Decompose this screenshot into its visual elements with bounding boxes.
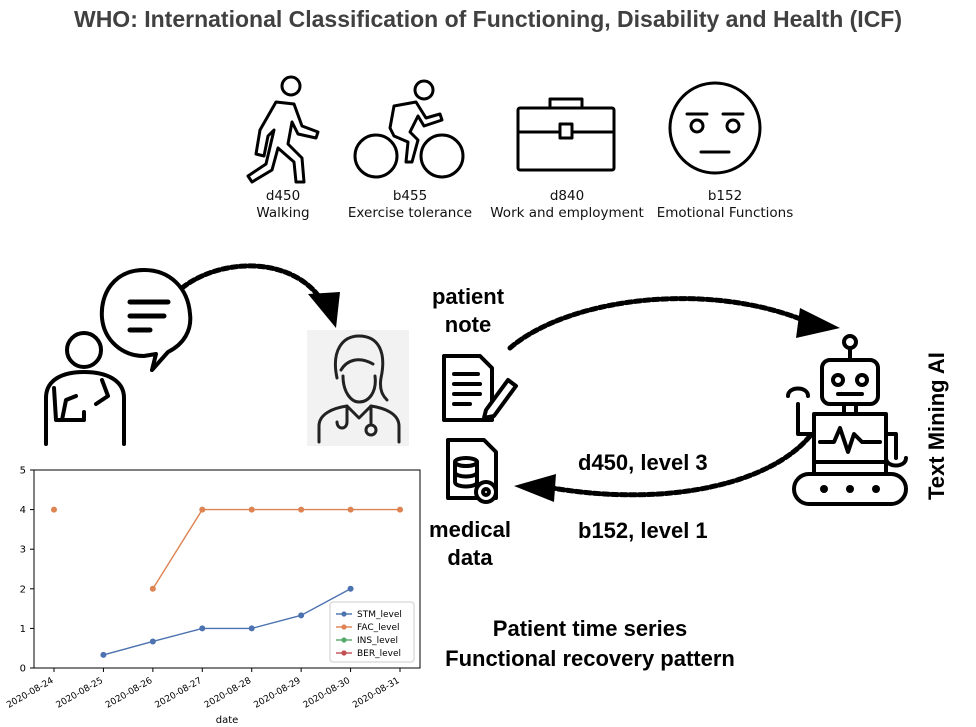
text-mining-ai-label: Text Mining AI bbox=[924, 352, 949, 500]
annotation-b152: b152, level 1 bbox=[578, 518, 708, 543]
data-point-FAC_level bbox=[248, 506, 255, 513]
series-caption-line: Functional recovery pattern bbox=[445, 646, 735, 671]
patient-icon bbox=[44, 268, 193, 446]
data-point-STM_level bbox=[199, 625, 206, 632]
icf-name: Walking bbox=[256, 205, 310, 221]
icf-code: b455 bbox=[392, 188, 428, 204]
series-caption: Patient time series Functional recovery … bbox=[430, 614, 750, 674]
legend-label: INS_level bbox=[357, 636, 398, 646]
ai-to-medical-data-arrow bbox=[514, 433, 813, 502]
icf-item-exercise-tolerance: b455 Exercise tolerance bbox=[342, 188, 478, 222]
neutral-face-icon bbox=[668, 81, 762, 175]
legend-marker bbox=[341, 624, 347, 630]
doctor-icon bbox=[307, 330, 409, 446]
patient-to-doctor-arrow bbox=[179, 263, 340, 328]
x-tick-label: 2020-08-31 bbox=[351, 676, 401, 711]
x-tick-label: 2020-08-28 bbox=[203, 676, 254, 711]
data-point-STM_level bbox=[298, 612, 305, 619]
x-tick-label: 2020-08-29 bbox=[252, 676, 303, 711]
data-point-FAC_level bbox=[51, 506, 57, 513]
data-point-FAC_level bbox=[149, 585, 156, 592]
y-tick-label: 4 bbox=[20, 505, 26, 516]
medical-data-label: medical data bbox=[418, 516, 522, 572]
annotation-d450: d450, level 3 bbox=[578, 450, 708, 475]
x-axis-label: date bbox=[216, 715, 239, 726]
icf-name: Emotional Functions bbox=[656, 205, 794, 221]
data-point-FAC_level bbox=[199, 506, 206, 513]
patient-note-label-line: patient bbox=[431, 284, 505, 309]
x-tick-label: 2020-08-24 bbox=[5, 676, 56, 711]
x-tick-label: 2020-08-25 bbox=[55, 676, 105, 711]
data-point-FAC_level bbox=[298, 506, 305, 513]
series-line-FAC_level bbox=[152, 508, 400, 590]
data-point-STM_level bbox=[248, 625, 255, 632]
medical-data-label-line: data bbox=[447, 545, 493, 570]
series-line-STM_level bbox=[103, 588, 351, 656]
icf-code: d840 bbox=[549, 188, 585, 204]
data-point-FAC_level bbox=[347, 506, 354, 513]
icf-item-emotional-functions: b152 Emotional Functions bbox=[652, 188, 798, 222]
y-tick-label: 0 bbox=[20, 664, 26, 675]
data-point-STM_level bbox=[149, 638, 156, 645]
y-tick-label: 5 bbox=[20, 466, 26, 477]
note-to-ai-arrow bbox=[507, 296, 840, 351]
medical-data-label-line: medical bbox=[429, 517, 511, 542]
legend-label: FAC_level bbox=[357, 623, 400, 633]
legend-marker bbox=[341, 637, 347, 643]
page-title: WHO: International Classification of Fun… bbox=[73, 6, 903, 32]
cyclist-icon bbox=[353, 79, 465, 179]
legend-label: BER_level bbox=[357, 649, 401, 659]
legend-marker bbox=[341, 650, 347, 656]
data-point-STM_level bbox=[100, 651, 107, 658]
x-tick-label: 2020-08-26 bbox=[104, 676, 155, 711]
x-tick-label: 2020-08-30 bbox=[302, 676, 353, 711]
patient-note-document-icon bbox=[442, 354, 518, 422]
icf-name: Work and employment bbox=[490, 205, 644, 221]
medical-data-icon bbox=[446, 438, 498, 504]
patient-note-label: patient note bbox=[420, 283, 516, 339]
briefcase-icon bbox=[516, 97, 616, 172]
y-tick-label: 3 bbox=[20, 545, 26, 556]
x-tick-label: 2020-08-27 bbox=[153, 676, 203, 711]
icf-code: d450 bbox=[265, 188, 301, 204]
data-point-FAC_level bbox=[397, 506, 403, 513]
y-tick-label: 2 bbox=[20, 584, 26, 595]
robot-icon bbox=[786, 334, 908, 506]
icf-code: b152 bbox=[707, 188, 743, 204]
walking-person-icon bbox=[246, 75, 320, 184]
patient-note-label-line: note bbox=[444, 312, 492, 337]
icf-item-work-employment: d840 Work and employment bbox=[484, 188, 650, 222]
y-tick-label: 1 bbox=[20, 624, 26, 635]
legend-label: STM_level bbox=[357, 610, 402, 620]
icf-name: Exercise tolerance bbox=[347, 205, 473, 221]
icf-item-walking: d450 Walking bbox=[231, 188, 335, 222]
series-caption-line: Patient time series bbox=[492, 616, 688, 641]
data-point-STM_level bbox=[347, 585, 354, 592]
legend-marker bbox=[341, 611, 347, 617]
chart-legend bbox=[329, 601, 415, 663]
